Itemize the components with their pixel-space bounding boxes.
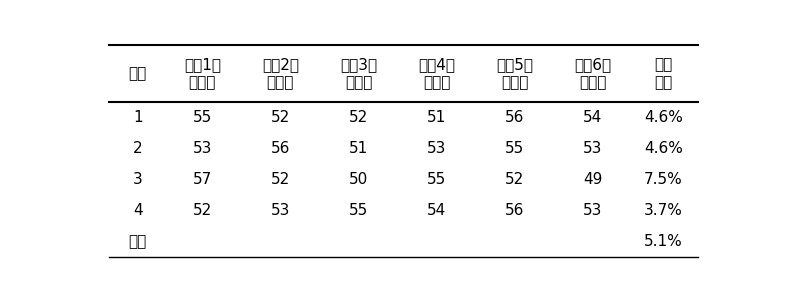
Text: 位置2方
块电阻: 位置2方 块电阻 [262,57,299,91]
Text: 52: 52 [193,203,212,218]
Text: 不均
匀度: 不均 匀度 [654,57,673,91]
Text: 52: 52 [270,172,290,187]
Text: 52: 52 [505,172,525,187]
Text: 51: 51 [349,141,368,156]
Text: 53: 53 [583,141,602,156]
Text: 1: 1 [133,110,142,125]
Text: 4.6%: 4.6% [644,141,683,156]
Text: 3.7%: 3.7% [644,203,683,218]
Text: 3: 3 [133,172,142,187]
Text: 位置4方
块电阻: 位置4方 块电阻 [418,57,455,91]
Text: 54: 54 [583,110,602,125]
Text: 55: 55 [505,141,525,156]
Text: 位置1方
块电阻: 位置1方 块电阻 [184,57,221,91]
Text: 52: 52 [270,110,290,125]
Text: 位置5方
块电阻: 位置5方 块电阻 [496,57,534,91]
Text: 5.1%: 5.1% [644,234,683,249]
Text: 55: 55 [349,203,368,218]
Text: 56: 56 [505,110,525,125]
Text: 4: 4 [133,203,142,218]
Text: 56: 56 [505,203,525,218]
Text: 位置3方
块电阻: 位置3方 块电阻 [340,57,377,91]
Text: 53: 53 [193,141,212,156]
Text: 55: 55 [193,110,212,125]
Text: 编号: 编号 [129,66,147,81]
Text: 53: 53 [427,141,446,156]
Text: 55: 55 [427,172,446,187]
Text: 53: 53 [270,203,290,218]
Text: 54: 54 [427,203,446,218]
Text: 49: 49 [583,172,602,187]
Text: 52: 52 [349,110,368,125]
Text: 51: 51 [427,110,446,125]
Text: 7.5%: 7.5% [644,172,683,187]
Text: 53: 53 [583,203,602,218]
Text: 2: 2 [133,141,142,156]
Text: 57: 57 [193,172,212,187]
Text: 4.6%: 4.6% [644,110,683,125]
Text: 50: 50 [349,172,368,187]
Text: 56: 56 [270,141,290,156]
Text: 均值: 均值 [129,234,147,249]
Text: 位置6方
块电阻: 位置6方 块电阻 [574,57,611,91]
